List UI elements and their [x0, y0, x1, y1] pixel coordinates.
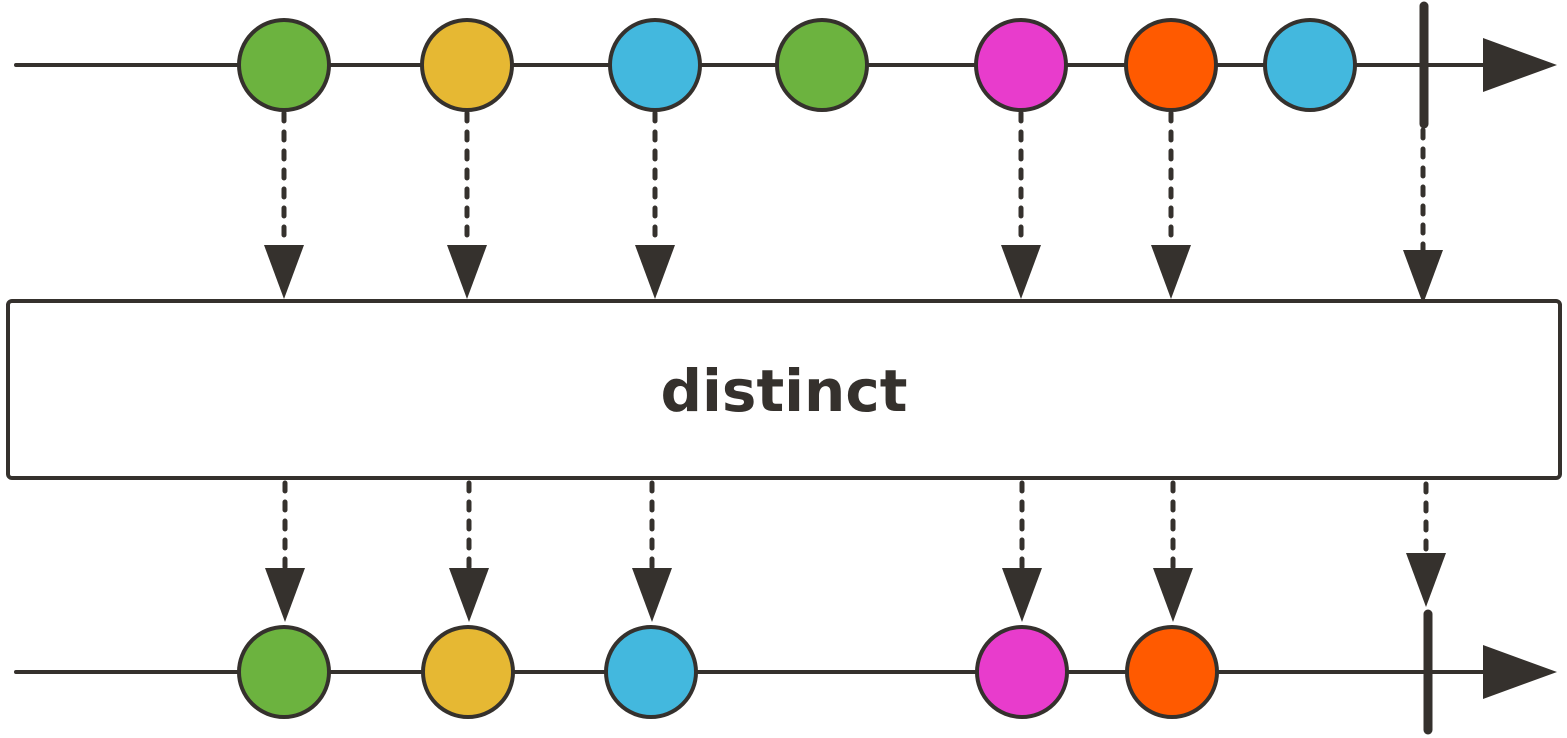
operator-label: distinct [661, 357, 908, 425]
operator-to-output-arrows [265, 480, 1446, 622]
output-marble-orange [1125, 625, 1219, 719]
output-marble-yellow [421, 625, 515, 719]
input-marbles [237, 18, 1357, 112]
output-marble-magenta [975, 625, 1069, 719]
input-arrow-2-head [447, 245, 487, 299]
input-marble-green [237, 18, 331, 112]
input-arrow-4-head [1001, 245, 1041, 299]
output-marbles [237, 625, 1219, 719]
input-arrow-5-head [1151, 245, 1191, 299]
input-marble-orange [1124, 18, 1218, 112]
output-arrow-1-head [265, 568, 305, 622]
input-completion-arrow-head [1403, 250, 1443, 304]
operator-box: distinct [6, 299, 1562, 480]
output-arrow-3-head [632, 568, 672, 622]
input-to-operator-arrows [264, 110, 1443, 304]
input-marble-green [775, 18, 869, 112]
output-marble-green [237, 625, 331, 719]
operator-box-frame [6, 299, 1562, 480]
input-arrow-1-head [264, 245, 304, 299]
input-timeline [14, 1, 1557, 129]
output-arrow-4-head [1002, 568, 1042, 622]
output-timeline [14, 609, 1557, 735]
output-marble-blue [604, 625, 698, 719]
output-arrow-2-head [449, 568, 489, 622]
input-marble-blue [608, 18, 702, 112]
input-marble-yellow [420, 18, 514, 112]
output-completion-arrow-head [1406, 553, 1446, 607]
input-marble-magenta [974, 18, 1068, 112]
input-arrow-3-head [635, 245, 675, 299]
output-timeline-arrowhead [1483, 645, 1557, 699]
input-marble-blue [1263, 18, 1357, 112]
output-arrow-5-head [1153, 568, 1193, 622]
input-timeline-arrowhead [1483, 38, 1557, 92]
